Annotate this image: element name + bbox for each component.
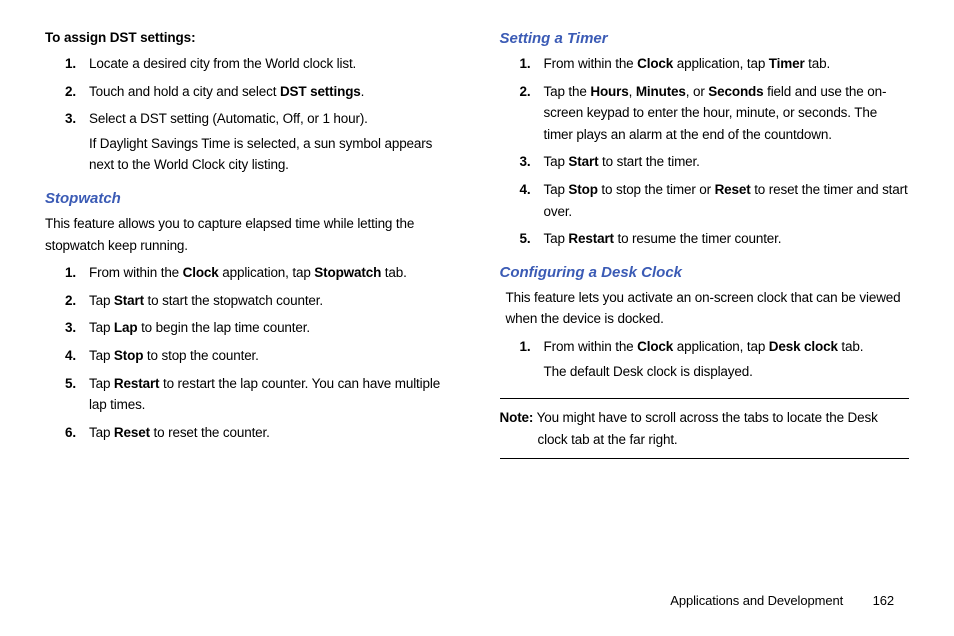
step-text: From within the <box>89 265 183 280</box>
timer-heading: Setting a Timer <box>500 30 910 47</box>
step-bold: Stop <box>114 348 143 363</box>
list-item: Tap Start to start the stopwatch counter… <box>45 290 455 312</box>
step-bold: Restart <box>568 231 613 246</box>
column-left: To assign DST settings: Locate a desired… <box>45 30 455 459</box>
step-bold: Clock <box>637 339 673 354</box>
list-item: From within the Clock application, tap D… <box>500 336 910 382</box>
step-bold: Reset <box>715 182 751 197</box>
step-bold: Hours <box>590 84 628 99</box>
step-text: application, tap <box>219 265 315 280</box>
list-item: Tap Stop to stop the counter. <box>45 345 455 367</box>
list-item: Tap Restart to restart the lap counter. … <box>45 373 455 416</box>
list-item: Touch and hold a city and select DST set… <box>45 81 455 103</box>
stopwatch-intro: This feature allows you to capture elaps… <box>45 213 455 256</box>
stopwatch-heading: Stopwatch <box>45 190 455 207</box>
step-text: to resume the timer counter. <box>614 231 781 246</box>
step-text: Tap <box>544 231 569 246</box>
step-text: tab. <box>838 339 864 354</box>
list-item: Tap the Hours, Minutes, or Seconds field… <box>500 81 910 146</box>
step-text: application, tap <box>673 56 769 71</box>
column-right: Setting a Timer From within the Clock ap… <box>500 30 910 459</box>
step-text: , or <box>686 84 709 99</box>
list-item: Locate a desired city from the World clo… <box>45 53 455 75</box>
step-bold: Desk clock <box>769 339 838 354</box>
list-item: Select a DST setting (Automatic, Off, or… <box>45 108 455 176</box>
step-bold: Minutes <box>636 84 686 99</box>
step-text: Tap <box>89 293 114 308</box>
step-text: to begin the lap time counter. <box>137 320 309 335</box>
step-bold: Start <box>114 293 144 308</box>
step-text: From within the <box>544 56 638 71</box>
step-text: Tap <box>89 376 114 391</box>
step-bold: Timer <box>769 56 805 71</box>
step-bold: Reset <box>114 425 150 440</box>
step-text: Tap <box>89 348 114 363</box>
step-text: to reset the counter. <box>150 425 270 440</box>
step-bold: Stop <box>568 182 597 197</box>
step-text: Tap the <box>544 84 591 99</box>
footer-page-number: 162 <box>873 593 894 608</box>
note-block: Note: You might have to scroll across th… <box>500 398 910 459</box>
step-text: tab. <box>805 56 831 71</box>
dst-steps-list: Locate a desired city from the World clo… <box>45 53 455 176</box>
timer-steps-list: From within the Clock application, tap T… <box>500 53 910 250</box>
desk-clock-intro: This feature lets you activate an on-scr… <box>500 287 910 330</box>
step-text: Touch and hold a city and select <box>89 84 280 99</box>
step-text: tab. <box>381 265 407 280</box>
list-item: Tap Start to start the timer. <box>500 151 910 173</box>
step-text: Tap <box>89 320 114 335</box>
step-bold: Clock <box>637 56 673 71</box>
step-text: . <box>361 84 365 99</box>
step-text: From within the <box>544 339 638 354</box>
step-text: application, tap <box>673 339 769 354</box>
step-text: to stop the counter. <box>143 348 258 363</box>
step-text: to stop the timer or <box>598 182 715 197</box>
step-bold: Clock <box>183 265 219 280</box>
step-text: Select a DST setting (Automatic, Off, or… <box>89 111 368 126</box>
step-bold: Seconds <box>708 84 763 99</box>
list-item: Tap Lap to begin the lap time counter. <box>45 317 455 339</box>
note-text: You might have to scroll across the tabs… <box>533 410 877 447</box>
step-bold: Restart <box>114 376 159 391</box>
step-text: , <box>629 84 636 99</box>
step-bold: Lap <box>114 320 138 335</box>
list-item: From within the Clock application, tap S… <box>45 262 455 284</box>
desk-clock-heading: Configuring a Desk Clock <box>500 264 910 281</box>
list-item: Tap Restart to resume the timer counter. <box>500 228 910 250</box>
step-text: Tap <box>544 182 569 197</box>
list-item: From within the Clock application, tap T… <box>500 53 910 75</box>
step-follow: The default Desk clock is displayed. <box>544 361 910 383</box>
page-content: To assign DST settings: Locate a desired… <box>0 0 954 479</box>
step-text: Tap <box>89 425 114 440</box>
footer-section: Applications and Development <box>670 593 843 608</box>
step-bold: Start <box>568 154 598 169</box>
step-follow: If Daylight Savings Time is selected, a … <box>89 133 455 176</box>
step-text: to start the timer. <box>598 154 699 169</box>
note-label: Note: <box>500 410 534 425</box>
stopwatch-steps-list: From within the Clock application, tap S… <box>45 262 455 443</box>
step-text: to start the stopwatch counter. <box>144 293 323 308</box>
step-text: Tap <box>544 154 569 169</box>
step-text: Locate a desired city from the World clo… <box>89 56 356 71</box>
list-item: Tap Reset to reset the counter. <box>45 422 455 444</box>
step-bold: Stopwatch <box>314 265 381 280</box>
step-bold: DST settings <box>280 84 361 99</box>
dst-heading: To assign DST settings: <box>45 30 455 45</box>
desk-clock-steps-list: From within the Clock application, tap D… <box>500 336 910 382</box>
page-footer: Applications and Development 162 <box>670 593 894 608</box>
list-item: Tap Stop to stop the timer or Reset to r… <box>500 179 910 222</box>
